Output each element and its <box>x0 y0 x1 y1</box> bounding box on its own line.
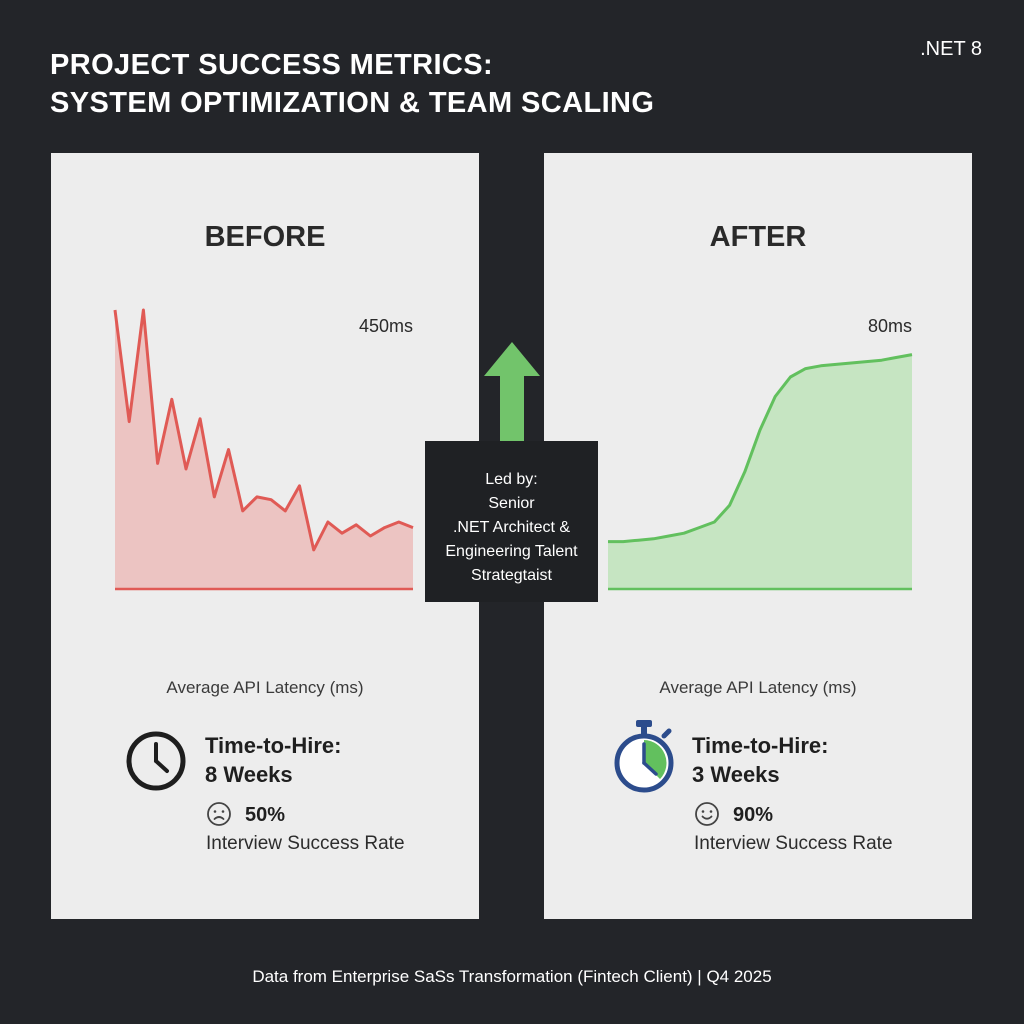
up-arrow-icon <box>484 342 540 444</box>
led-by-box: Led by: Senior .NET Architect & Engineer… <box>425 441 598 602</box>
title-line-1: PROJECT SUCCESS METRICS: <box>50 49 494 81</box>
after-time-to-hire-label: Time-to-Hire: <box>692 733 829 758</box>
before-time-to-hire-label: Time-to-Hire: <box>205 733 342 758</box>
before-annotation: 450ms <box>359 316 413 336</box>
after-time-to-hire-value: 3 Weeks <box>692 762 780 787</box>
before-latency-chart: 450ms <box>113 308 414 591</box>
before-panel: BEFORE 450ms Average API Latency (ms) Ti… <box>51 153 479 919</box>
sad-face-icon <box>207 802 231 826</box>
before-success-rate-label: Interview Success Rate <box>206 833 405 854</box>
led-by-line-3: .NET Architect & <box>452 519 571 536</box>
before-time-to-hire-value: 8 Weeks <box>205 762 293 787</box>
clock-icon <box>126 731 186 791</box>
led-by-line-4: Engineering Talent <box>445 543 578 560</box>
before-area-fill <box>115 310 413 589</box>
page-title: PROJECT SUCCESS METRICS: SYSTEM OPTIMIZA… <box>50 46 654 122</box>
after-success-rate: 90% <box>733 804 774 826</box>
before-success-rate: 50% <box>245 804 286 826</box>
stopwatch-icon <box>614 720 674 793</box>
after-latency-chart: 80ms <box>607 316 913 591</box>
smile-face-icon <box>695 802 719 826</box>
dotnet-version-badge: .NET 8 <box>920 38 982 60</box>
before-heading: BEFORE <box>204 221 326 253</box>
led-by-line-1: Led by: <box>485 471 538 488</box>
title-line-2: SYSTEM OPTIMIZATION & TEAM SCALING <box>50 87 655 119</box>
footer-source-note: Data from Enterprise SaSs Transformation… <box>252 967 772 986</box>
after-panel: AFTER 80ms Average API Latency (ms) Time… <box>544 153 972 919</box>
after-heading: AFTER <box>709 221 807 253</box>
after-chart-caption: Average API Latency (ms) <box>659 678 857 697</box>
after-annotation: 80ms <box>868 316 912 336</box>
before-chart-caption: Average API Latency (ms) <box>166 678 364 697</box>
led-by-line-5: Strategtaist <box>471 567 552 584</box>
led-by-line-2: Senior <box>488 495 535 512</box>
after-area-fill <box>608 354 912 589</box>
after-success-rate-label: Interview Success Rate <box>694 833 893 854</box>
before-series-line <box>113 308 414 552</box>
